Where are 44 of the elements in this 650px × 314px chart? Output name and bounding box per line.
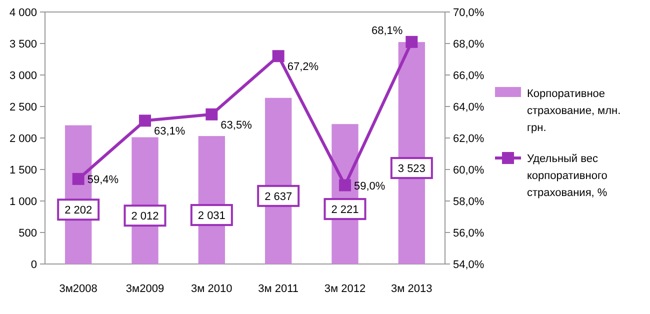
y-tick-label: 500 bbox=[18, 228, 37, 240]
data-label: 63,5% bbox=[220, 119, 252, 132]
data-label: 3 523 bbox=[398, 163, 426, 176]
y2-tick-label: 54,0% bbox=[453, 259, 484, 271]
x-tick-label: 3м 2011 bbox=[258, 283, 299, 295]
y2-tick-label: 62,0% bbox=[453, 133, 484, 145]
x-tick-label: 3м 2012 bbox=[324, 283, 366, 295]
y2-tick-label: 66,0% bbox=[453, 70, 484, 82]
legend-label: Корпоративное страхование, млн. грн. bbox=[527, 88, 621, 134]
y-tick-label: 1 500 bbox=[9, 164, 37, 176]
data-label: 59,0% bbox=[354, 180, 386, 192]
y2-tick-label: 68,0% bbox=[453, 38, 484, 50]
point bbox=[206, 108, 218, 120]
point bbox=[272, 50, 284, 62]
x-tick-label: 3м 2013 bbox=[391, 283, 432, 295]
data-label: 2 221 bbox=[331, 204, 359, 216]
data-label: 59,4% bbox=[87, 174, 119, 186]
data-label: 67,2% bbox=[287, 61, 319, 74]
point bbox=[406, 36, 418, 48]
y2-tick-label: 64,0% bbox=[453, 102, 484, 114]
data-label: 68,1% bbox=[371, 24, 403, 37]
y-tick-label: 4 000 bbox=[9, 7, 37, 19]
y2-tick-label: 70,0% bbox=[453, 7, 484, 19]
point bbox=[72, 172, 84, 185]
x-tick-label: 3м2008 bbox=[59, 283, 98, 295]
data-label: 2 637 bbox=[264, 190, 292, 203]
data-label: 63,1% bbox=[154, 126, 186, 138]
y2-tick-label: 56,0% bbox=[453, 228, 484, 240]
y2-tick-label: 58,0% bbox=[453, 196, 484, 208]
x-tick-label: 3м 2010 bbox=[191, 283, 232, 295]
y2-tick-label: 60,0% bbox=[453, 164, 484, 176]
y-tick-label: 0 bbox=[30, 259, 37, 271]
data-label: 2 031 bbox=[198, 210, 226, 222]
y-tick-label: 2 000 bbox=[9, 133, 37, 145]
y-tick-label: 1 000 bbox=[9, 196, 37, 208]
legend-label: Удельный вес корпоративного страхования, % bbox=[527, 153, 608, 199]
point bbox=[139, 114, 151, 127]
x-tick-label: 3м2009 bbox=[126, 283, 164, 295]
point bbox=[339, 179, 351, 192]
y-tick-label: 2 500 bbox=[9, 102, 37, 114]
y-tick-label: 3 500 bbox=[9, 38, 37, 50]
data-label: 2 202 bbox=[64, 204, 92, 217]
y-tick-label: 3 000 bbox=[9, 70, 37, 82]
data-label: 2 012 bbox=[131, 210, 159, 223]
